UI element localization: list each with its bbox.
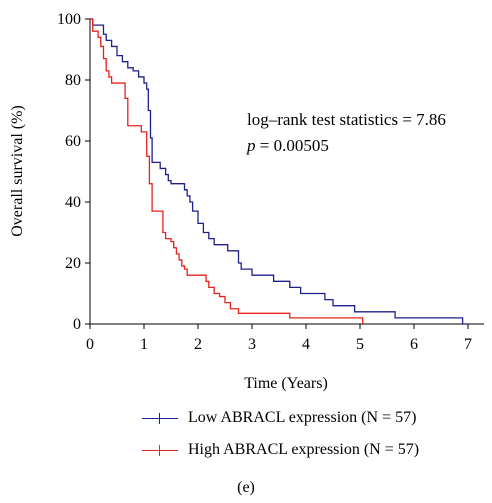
x-tick-label: 7 xyxy=(464,336,472,353)
p-value: = 0.00505 xyxy=(256,136,329,155)
x-tick-label: 1 xyxy=(140,336,148,353)
x-tick-label: 3 xyxy=(248,336,256,353)
panel-label: (e) xyxy=(237,479,255,496)
y-tick-label: 40 xyxy=(65,194,81,211)
x-tick-label: 4 xyxy=(302,336,310,353)
legend-item-high: High ABRACL expression (N = 57) xyxy=(142,439,419,461)
p-value-text: p = 0.00505 xyxy=(246,136,329,155)
annotation: log–rank test statistics = 7.86 p = 0.00… xyxy=(246,110,446,155)
chart-plot: 0 20 40 60 80 100 0 1 2 3 4 5 6 7 log–rank test stati… xyxy=(9,11,484,392)
p-symbol: p xyxy=(246,136,256,155)
survival-curve-high xyxy=(90,18,364,324)
axes: 0 20 40 60 80 100 0 1 2 3 4 5 6 7 xyxy=(57,11,484,353)
y-tick-label: 80 xyxy=(65,72,81,89)
y-tick-label: 60 xyxy=(65,133,81,150)
x-tick-label: 6 xyxy=(410,336,418,353)
legend-label-low: Low ABRACL expression (N = 57) xyxy=(188,409,417,426)
x-axis-label: Time (Years) xyxy=(244,375,328,392)
legend-swatch-low xyxy=(142,411,178,425)
series-layer xyxy=(90,18,468,325)
legend-item-low: Low ABRACL expression (N = 57) xyxy=(142,407,416,429)
legend-swatch-high xyxy=(142,443,178,457)
x-tick-label: 0 xyxy=(86,336,94,353)
y-tick-label: 0 xyxy=(73,316,81,333)
x-tick-label: 2 xyxy=(194,336,202,353)
x-tick-label: 5 xyxy=(356,336,364,353)
legend-label-high: High ABRACL expression (N = 57) xyxy=(188,441,420,458)
logrank-statistic-text: log–rank test statistics = 7.86 xyxy=(247,110,446,129)
y-tick-label: 20 xyxy=(65,255,81,272)
y-axis-label: Overall survival (%) xyxy=(9,105,26,237)
survival-curve-low xyxy=(90,18,468,325)
y-tick-label: 100 xyxy=(57,11,81,28)
